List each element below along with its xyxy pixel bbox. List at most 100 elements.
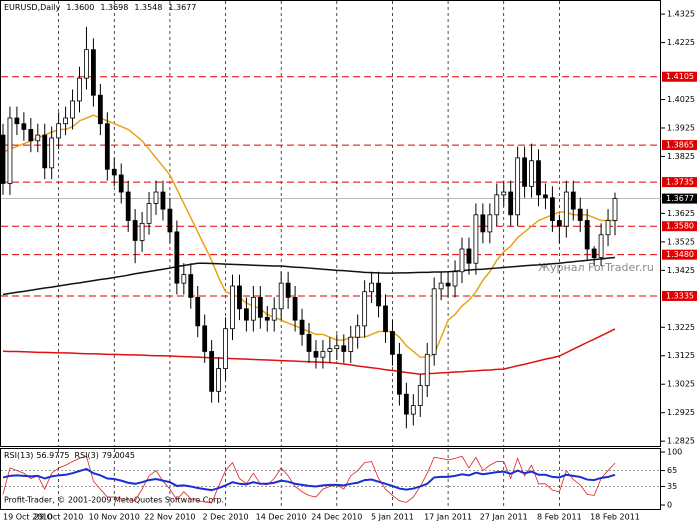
candle-body [56,123,62,139]
candle-body [417,385,423,406]
main-window [0,0,661,447]
candle-body [70,100,75,119]
candle-body [174,231,180,284]
candle-body [91,49,96,96]
candle-body [536,160,541,196]
candle-body [313,351,319,358]
candle-body [591,248,597,258]
candle-body [111,168,117,176]
x-tick-label: 19 Oct 2010 [3,513,52,522]
header-part: 1.3548 [134,3,162,12]
candle-body [84,49,89,79]
y-tick-label: 1.3925 [667,123,695,132]
indicator-tick-label: 35 [667,482,677,491]
candle-body [563,191,569,227]
y-tick-label: 1.3525 [667,237,695,246]
candle-body [403,393,409,415]
level-label: 1.4105 [666,72,694,81]
candle-body [438,282,444,290]
candle-body [250,296,256,321]
level-label: 1.3335 [666,291,694,300]
candle-body [7,117,13,184]
candle-body [0,134,6,184]
candle-body [139,222,145,241]
level-label: 1.3735 [666,178,694,187]
candle-body [362,291,368,327]
candle-body [153,191,159,204]
candle-body [487,214,493,233]
candle-body [181,274,187,284]
candle-body [104,123,110,170]
candle-body [14,117,20,125]
indicator-tick-label: 100 [667,448,682,457]
candle-body [118,174,124,193]
indicator-name: RSI(13) [4,451,33,460]
x-tick-label: 17 Jan 2011 [424,513,472,522]
y-tick-label: 1.4025 [667,95,695,104]
candle-body [431,288,437,355]
candle-body [494,194,500,216]
candle-body [369,282,374,293]
candle-body [35,134,41,142]
y-tick-label: 1.3625 [667,209,695,218]
y-tick-label: 1.3225 [667,323,695,332]
candle-body [390,331,395,355]
indicator-header: RSI(13) 56.9775 RSI(3) 79.0045 [4,451,135,460]
level-label: 1.3480 [666,250,694,259]
x-tick-label: 10 Nov 2010 [89,513,140,522]
indicator-value: 79.0045 [102,451,135,460]
candle-body [264,316,270,321]
candle-body [21,123,27,130]
candle-body [49,137,55,169]
moving-average [2,256,616,296]
current-price-bg [662,193,697,204]
chart-header: EURUSD,Daily 1.3600 1.3698 1.3548 1.3677 [4,3,196,12]
candle-body [271,308,277,321]
y-tick-label: 1.3825 [667,152,695,161]
indicator-name: RSI(3) [75,451,99,460]
candle-body [209,351,215,392]
candle-body [77,77,82,102]
header-part: 1.3600 [66,3,94,12]
candle-body [292,296,298,321]
candle-body [612,198,618,221]
x-tick-label: 18 Feb 2011 [590,513,640,522]
x-tick-label: 5 Jan 2011 [371,513,414,522]
candle-body [445,282,451,287]
candle-body [188,274,194,298]
candle-body [480,214,486,233]
candle-body [543,194,548,199]
candle-body [556,220,562,227]
candle-body [306,333,312,352]
candle-body [230,285,235,330]
current-price-label: 1.3677 [666,194,694,203]
candle-body [160,191,166,210]
y-tick-label: 1.3025 [667,380,695,389]
candle-body [550,197,555,221]
x-tick-label: 22 Nov 2010 [144,513,195,522]
candle-body [570,191,576,210]
candle-body [167,208,173,233]
candle-body [376,282,381,307]
candle-body [473,214,479,264]
candle-body [257,296,263,318]
candle-body [452,271,458,287]
candle-body [383,305,388,332]
candle-body [459,248,465,273]
candle-body [529,160,534,187]
x-tick-label: 27 Jan 2011 [480,513,528,522]
candle-body [195,296,201,327]
candle-body [237,285,242,310]
candle-body [334,345,340,350]
level-label-bg [662,249,697,260]
candle-body [341,345,347,352]
candle-body [348,336,354,352]
candle-body [216,368,221,392]
x-tick-label: 24 Dec 2010 [311,513,362,522]
candle-body [42,134,48,169]
candle-body [223,328,228,369]
watermark: Журнал ForTrader.ru [538,261,654,274]
level-label-bg [662,290,697,301]
y-tick-label: 1.3125 [667,351,695,360]
